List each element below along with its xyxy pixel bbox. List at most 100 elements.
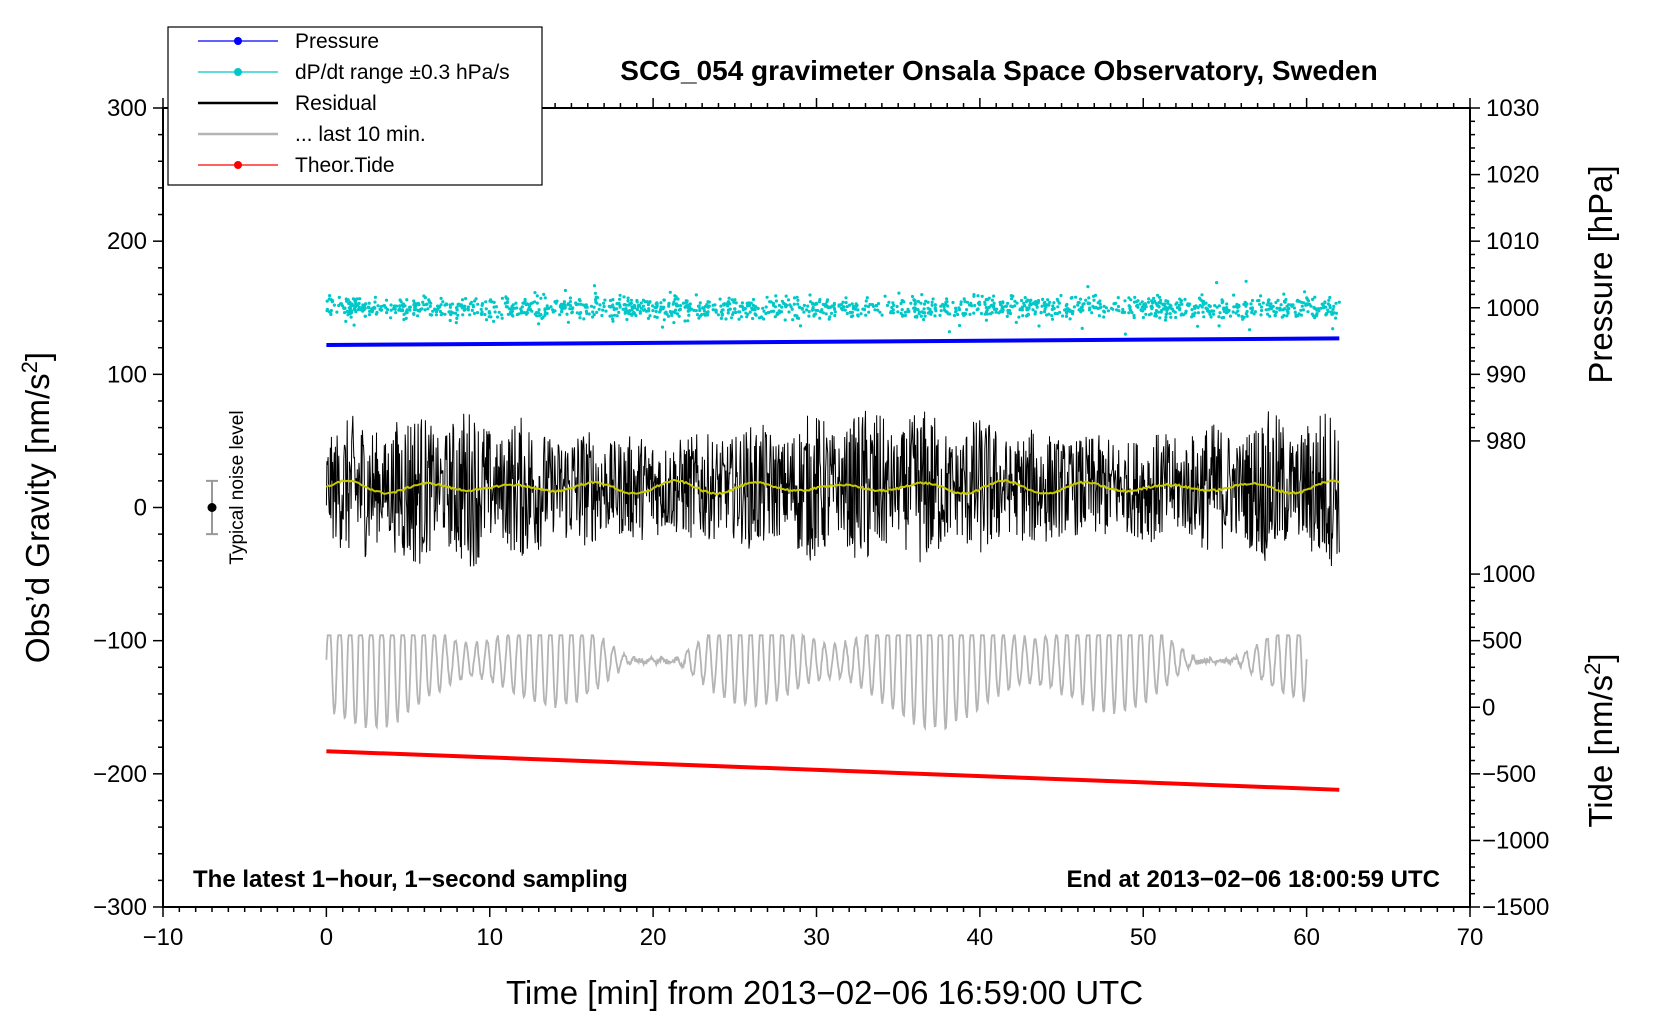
dpdt-point — [587, 312, 591, 316]
dpdt-point — [542, 292, 546, 296]
dpdt-point — [1304, 302, 1308, 306]
dpdt-point — [1222, 306, 1226, 310]
dpdt-point — [930, 303, 934, 307]
dpdt-point — [1196, 324, 1200, 328]
dpdt-point — [1147, 297, 1151, 301]
dpdt-point — [683, 319, 687, 323]
dpdt-point — [639, 301, 643, 305]
dpdt-point — [1082, 302, 1086, 306]
dpdt-point — [357, 301, 361, 305]
dpdt-point — [1061, 314, 1065, 318]
dpdt-point — [1204, 306, 1208, 310]
dpdt-point — [672, 321, 676, 325]
dpdt-point — [916, 299, 921, 304]
dpdt-point — [959, 300, 963, 304]
dpdt-point — [578, 316, 582, 320]
dpdt-point — [329, 312, 333, 316]
dpdt-point — [1218, 311, 1222, 315]
dpdt-point — [1076, 303, 1080, 307]
dpdt-point — [380, 308, 384, 312]
dpdt-point — [707, 300, 711, 304]
dpdt-point — [1068, 317, 1072, 321]
dpdt-point — [694, 309, 698, 313]
dpdt-point — [1268, 314, 1272, 318]
dpdt-point — [923, 311, 927, 315]
dpdt-point — [818, 316, 822, 320]
dpdt-point — [707, 304, 711, 308]
dpdt-point — [598, 303, 602, 307]
dpdt-point — [998, 300, 1002, 304]
dpdt-point — [705, 313, 710, 317]
dpdt-point — [861, 307, 865, 311]
dpdt-point — [472, 311, 476, 315]
dpdt-point — [848, 303, 852, 307]
x-tick-label: 60 — [1293, 924, 1320, 951]
dpdt-point — [992, 301, 996, 305]
dpdt-point — [622, 303, 626, 307]
dpdt-point — [859, 312, 863, 316]
dpdt-point — [1293, 310, 1297, 314]
dpdt-point — [1179, 300, 1183, 304]
dpdt-point — [1331, 307, 1335, 311]
dpdt-point — [726, 311, 730, 315]
dpdt-point — [398, 304, 402, 308]
dpdt-point — [917, 312, 921, 316]
dpdt-point — [560, 310, 564, 314]
x-tick-label: 0 — [320, 924, 333, 951]
dpdt-point — [353, 308, 357, 312]
dpdt-point — [1313, 295, 1317, 299]
legend-label: Pressure — [295, 30, 379, 53]
y-axis-label-end: ] — [19, 352, 56, 361]
dpdt-point — [1337, 300, 1341, 304]
dpdt-point — [695, 313, 700, 317]
dpdt-point — [492, 300, 496, 304]
dpdt-point — [414, 307, 418, 311]
dpdt-point — [1196, 311, 1200, 315]
dpdt-point — [622, 295, 626, 299]
dpdt-point — [617, 310, 621, 314]
series-pressure-line — [326, 336, 1340, 348]
dpdt-point — [747, 303, 752, 308]
dpdt-point — [895, 304, 899, 309]
dpdt-point — [1209, 315, 1213, 319]
dpdt-point — [506, 312, 510, 316]
dpdt-point — [589, 304, 594, 308]
dpdt-point — [1096, 306, 1100, 311]
series-residual-line — [325, 410, 1340, 567]
dpdt-point — [539, 296, 543, 300]
dpdt-point — [769, 300, 773, 304]
dpdt-point — [984, 310, 989, 314]
dpdt-point — [1215, 305, 1219, 309]
noise-level-label: Typical noise level — [227, 410, 248, 564]
dpdt-point — [1220, 316, 1224, 320]
dpdt-point — [737, 317, 741, 321]
dpdt-point — [1213, 304, 1217, 308]
dpdt-point — [370, 310, 374, 314]
sampling-note: The latest 1−hour, 1−second sampling — [193, 866, 628, 893]
dpdt-point — [899, 301, 903, 306]
dpdt-point — [1158, 316, 1162, 320]
dpdt-point — [1175, 301, 1179, 305]
dpdt-point — [654, 309, 658, 314]
dpdt-point — [1023, 303, 1027, 308]
dpdt-point — [833, 310, 837, 314]
dpdt-point — [780, 305, 784, 309]
dpdt-point — [944, 302, 948, 306]
dpdt-point — [844, 301, 848, 305]
dpdt-point — [673, 297, 677, 301]
dpdt-point — [412, 312, 416, 316]
dpdt-point — [382, 304, 387, 308]
dpdt-point — [329, 309, 333, 313]
dpdt-point — [448, 318, 452, 323]
dpdt-point — [1252, 312, 1256, 316]
dpdt-point — [909, 301, 913, 305]
legend-box — [167, 26, 543, 186]
dpdt-point — [1204, 301, 1208, 305]
dpdt-point — [448, 305, 452, 309]
dpdt-point — [1154, 309, 1158, 313]
dpdt-point — [800, 307, 804, 311]
dpdt-point — [1217, 304, 1221, 308]
dpdt-point — [1178, 297, 1182, 301]
dpdt-point — [515, 313, 519, 317]
dpdt-point — [726, 304, 730, 308]
